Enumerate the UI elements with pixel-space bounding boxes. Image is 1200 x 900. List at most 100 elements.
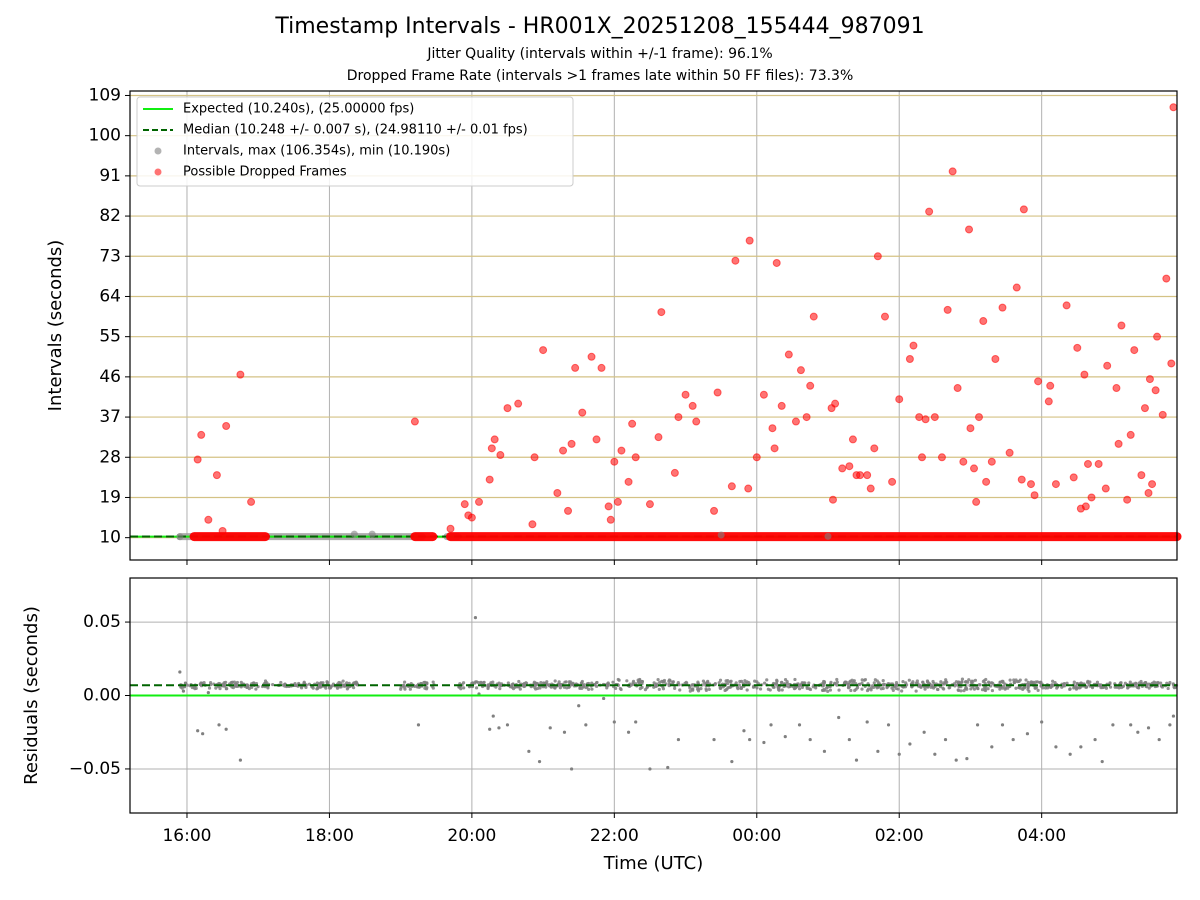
residual-point <box>1099 685 1103 690</box>
dropped-frame-point <box>880 312 889 321</box>
dropped-frame-point <box>597 363 606 372</box>
dropped-frame-point <box>204 515 213 524</box>
dropped-frame-point <box>564 506 573 515</box>
dropped-frame-point <box>948 167 957 176</box>
residual-point <box>640 685 644 690</box>
residual-point <box>987 681 991 685</box>
residual-point <box>279 680 283 685</box>
residual-point <box>479 680 483 684</box>
top-y-tick-label: 46 <box>99 367 121 387</box>
residual-outlier-point <box>769 723 773 727</box>
residual-point <box>858 682 862 686</box>
residual-outlier-point <box>865 720 869 724</box>
residual-point <box>640 679 644 684</box>
residual-point <box>847 685 851 689</box>
residual-point <box>846 682 850 687</box>
residual-point <box>1166 686 1170 691</box>
residual-point <box>1033 686 1037 690</box>
dropped-frame-point <box>1051 480 1060 489</box>
dropped-frame-point <box>848 435 857 444</box>
residual-point <box>1160 685 1165 689</box>
residual-outlier-point <box>762 740 766 745</box>
residual-outlier-point <box>742 729 746 733</box>
residual-point <box>1039 680 1043 684</box>
residual-point <box>511 682 515 686</box>
residual-point <box>1062 684 1067 688</box>
x-tick-label: 20:00 <box>447 826 496 846</box>
dropped-frame-point <box>974 413 983 422</box>
dropped-frame-point <box>1158 410 1167 419</box>
dropped-frame-point <box>905 355 914 363</box>
x-tick-label: 16:00 <box>162 826 211 846</box>
residual-outlier-point <box>1000 723 1005 727</box>
residual-outlier-point <box>416 723 421 727</box>
dropped-frame-point <box>1117 321 1126 330</box>
legend-dropped-swatch <box>154 168 162 176</box>
legend-entry: Expected (10.240s), (25.00000 fps) <box>183 102 414 117</box>
residual-point <box>190 685 194 690</box>
residual-point <box>1108 685 1113 689</box>
dropped-frame-point <box>528 520 537 529</box>
residual-point <box>866 687 871 691</box>
residual-point <box>717 681 721 685</box>
residual-point <box>1156 680 1160 685</box>
residual-outlier-point <box>933 752 937 756</box>
residual-point <box>941 686 945 690</box>
residual-outlier-point <box>562 730 567 734</box>
dropped-frame-point <box>674 413 683 422</box>
residual-outlier-point <box>1054 745 1058 749</box>
bottom-y-tick-label: −0.05 <box>69 759 121 779</box>
residual-point <box>1012 680 1016 685</box>
residual-point <box>329 684 333 688</box>
legend-intervals-swatch <box>154 147 162 155</box>
residual-outlier-point <box>577 704 581 708</box>
dropped-frame-point <box>1087 493 1096 502</box>
dropped-frame-point <box>1162 274 1171 283</box>
dropped-frame-point <box>1019 205 1028 214</box>
residual-point <box>611 680 615 684</box>
residual-point <box>518 687 522 691</box>
dropped-frame-point <box>503 404 512 413</box>
dropped-frame-point <box>1080 370 1089 379</box>
dropped-frame-point <box>796 366 805 375</box>
dropped-frame-point <box>918 453 927 462</box>
residual-point <box>425 682 429 686</box>
residual-point <box>713 682 717 687</box>
residual-point <box>966 680 970 684</box>
residual-point <box>1034 680 1038 684</box>
residual-point <box>422 680 426 685</box>
residual-point <box>718 678 723 682</box>
residual-point <box>482 680 486 684</box>
dropped-frame-point <box>710 506 719 515</box>
residual-point <box>425 685 429 690</box>
dropped-frame-point <box>943 305 952 314</box>
residual-point <box>783 677 788 682</box>
residual-point <box>1043 686 1048 690</box>
dropped-frame-point <box>972 497 981 506</box>
residual-point <box>982 685 987 689</box>
residual-point <box>872 681 876 685</box>
residual-point <box>1165 681 1169 685</box>
residual-point <box>522 683 526 687</box>
dropped-frame-point <box>1044 397 1053 406</box>
top-y-tick-label: 91 <box>99 166 121 186</box>
residual-point <box>900 689 904 693</box>
top-y-tick-label: 10 <box>99 528 121 548</box>
residual-point <box>826 689 830 694</box>
residual-point <box>1136 685 1140 690</box>
residual-point <box>225 686 229 691</box>
residual-point <box>661 680 665 684</box>
residual-point <box>1065 681 1069 685</box>
residual-outlier-point <box>224 727 228 731</box>
residual-point <box>281 683 285 687</box>
dropped-frame-point <box>921 415 930 424</box>
dropped-frame-point <box>1083 459 1092 468</box>
residual-outlier-point <box>1025 732 1030 736</box>
residual-outlier-point <box>1136 730 1140 734</box>
residual-point <box>544 685 548 689</box>
residual-point <box>860 687 864 691</box>
residual-point <box>302 680 306 684</box>
residual-point <box>316 686 320 690</box>
residual-outlier-point <box>1040 720 1044 724</box>
